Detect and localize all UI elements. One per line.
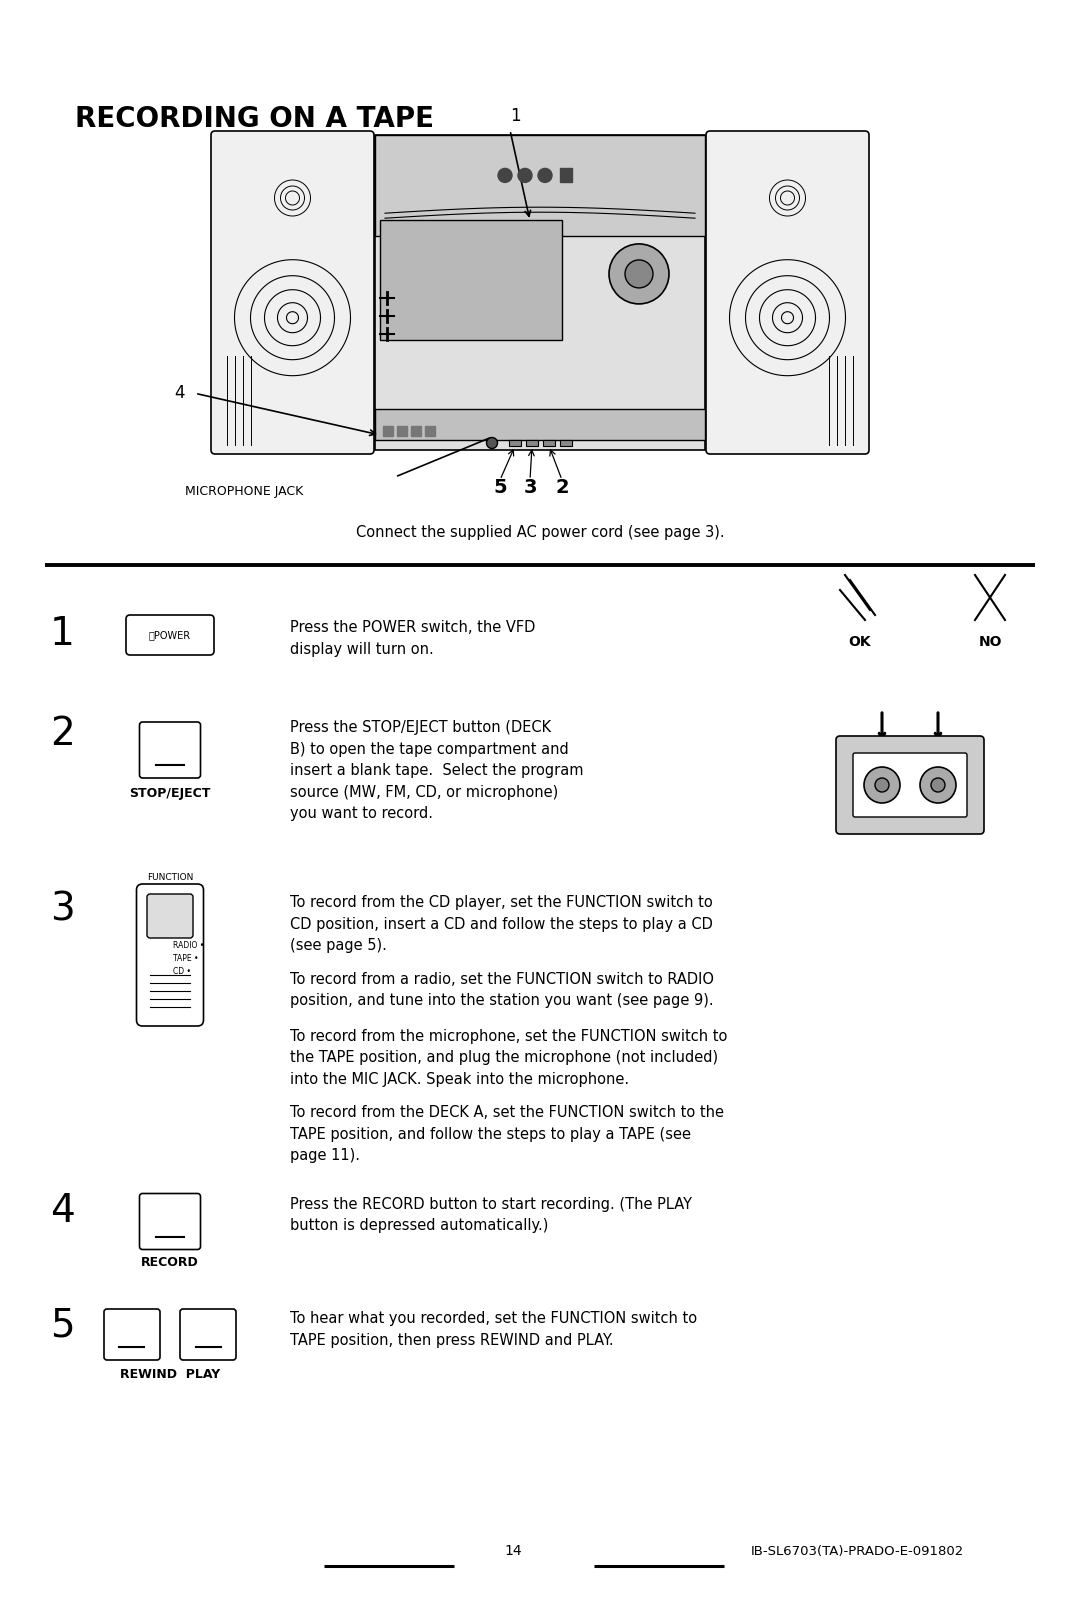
Text: 4: 4 (50, 1191, 75, 1230)
Text: FUNCTION: FUNCTION (147, 874, 193, 882)
Circle shape (498, 168, 512, 183)
Text: ⏻POWER: ⏻POWER (149, 629, 191, 641)
Text: 1: 1 (50, 615, 75, 654)
Circle shape (518, 168, 532, 183)
Text: STOP/EJECT: STOP/EJECT (130, 786, 211, 799)
Bar (397, 426, 407, 435)
Text: CD •: CD • (173, 968, 191, 976)
Text: 3: 3 (523, 477, 537, 497)
Text: NO: NO (978, 634, 1002, 649)
Text: 14: 14 (504, 1544, 522, 1558)
Text: RADIO •: RADIO • (173, 942, 204, 950)
Text: Press the STOP/EJECT button (DECK
B) to open the tape compartment and
insert a b: Press the STOP/EJECT button (DECK B) to … (291, 720, 583, 822)
Circle shape (920, 767, 956, 803)
Text: 4: 4 (175, 385, 185, 403)
FancyBboxPatch shape (706, 131, 869, 455)
FancyBboxPatch shape (211, 131, 374, 455)
Circle shape (609, 244, 669, 304)
Bar (383, 426, 393, 435)
Text: To hear what you recorded, set the FUNCTION switch to
TAPE position, then press : To hear what you recorded, set the FUNCT… (291, 1312, 697, 1348)
Text: 2: 2 (555, 477, 569, 497)
Text: To record from a radio, set the FUNCTION switch to RADIO
position, and tune into: To record from a radio, set the FUNCTION… (291, 971, 714, 1008)
FancyBboxPatch shape (147, 895, 193, 938)
FancyBboxPatch shape (126, 615, 214, 655)
FancyBboxPatch shape (139, 722, 201, 778)
Text: RECORDING ON A TAPE: RECORDING ON A TAPE (75, 105, 434, 133)
Text: 5: 5 (494, 477, 507, 497)
Text: 2: 2 (50, 715, 75, 752)
FancyBboxPatch shape (836, 736, 984, 833)
Bar (375, 408, 705, 440)
Text: 3: 3 (50, 890, 75, 929)
Text: 1: 1 (510, 107, 521, 125)
Bar (380, 220, 562, 340)
Bar (411, 426, 421, 435)
Circle shape (538, 168, 552, 183)
Text: To record from the CD player, set the FUNCTION switch to
CD position, insert a C: To record from the CD player, set the FU… (291, 895, 713, 953)
Text: RECORD: RECORD (141, 1257, 199, 1270)
Bar (526, 440, 538, 447)
Text: Press the POWER switch, the VFD
display will turn on.: Press the POWER switch, the VFD display … (291, 620, 536, 657)
Bar (561, 440, 572, 447)
FancyBboxPatch shape (136, 883, 203, 1026)
Circle shape (931, 778, 945, 791)
Text: Connect the supplied AC power cord (see page 3).: Connect the supplied AC power cord (see … (355, 524, 725, 540)
Circle shape (875, 778, 889, 791)
Text: To record from the microphone, set the FUNCTION switch to
the TAPE position, and: To record from the microphone, set the F… (291, 1029, 727, 1087)
FancyBboxPatch shape (180, 1309, 237, 1361)
Text: Press the RECORD button to start recording. (The PLAY
button is depressed automa: Press the RECORD button to start recordi… (291, 1196, 692, 1233)
Text: MICROPHONE JACK: MICROPHONE JACK (185, 485, 303, 498)
Circle shape (864, 767, 900, 803)
Text: IB-SL6703(TA)-PRADO-E-091802: IB-SL6703(TA)-PRADO-E-091802 (751, 1545, 963, 1558)
FancyBboxPatch shape (139, 1194, 201, 1249)
Circle shape (486, 437, 498, 448)
Bar (375, 134, 705, 450)
Bar (375, 134, 705, 236)
Circle shape (625, 260, 653, 288)
Text: OK: OK (849, 634, 872, 649)
Bar (509, 440, 521, 447)
Text: 5: 5 (50, 1306, 75, 1345)
Bar (543, 440, 555, 447)
Bar (561, 168, 572, 183)
Text: REWIND  PLAY: REWIND PLAY (120, 1369, 220, 1382)
Text: TAPE •: TAPE • (173, 955, 199, 963)
Bar (426, 426, 435, 435)
FancyBboxPatch shape (104, 1309, 160, 1361)
Text: To record from the DECK A, set the FUNCTION switch to the
TAPE position, and fol: To record from the DECK A, set the FUNCT… (291, 1105, 724, 1163)
FancyBboxPatch shape (853, 752, 967, 817)
